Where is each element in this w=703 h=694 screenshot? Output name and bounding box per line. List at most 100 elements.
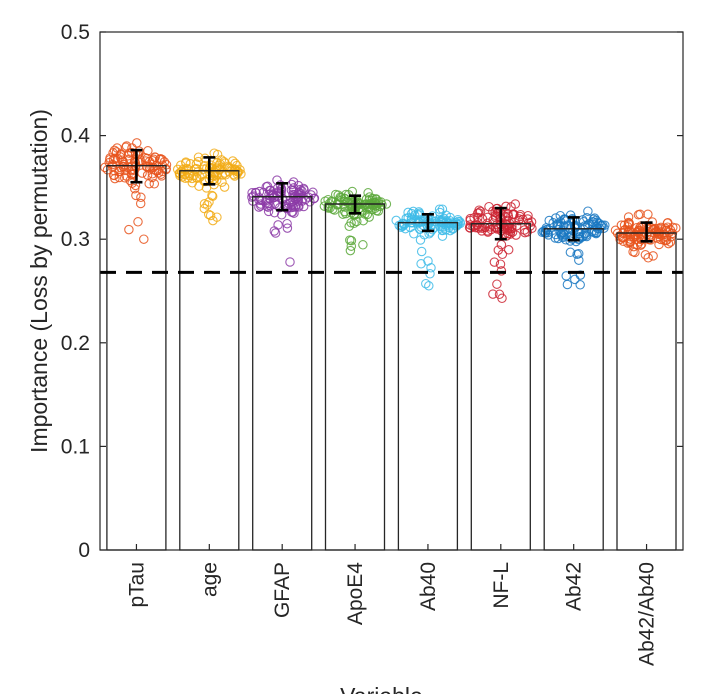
scatter-point — [437, 231, 448, 241]
scatter-point — [332, 200, 342, 210]
scatter-point — [308, 187, 318, 198]
scatter-point — [555, 210, 566, 221]
scatter-point — [180, 173, 191, 184]
scatter-point — [212, 163, 222, 173]
scatter-point — [142, 170, 153, 180]
scatter-point — [541, 224, 552, 235]
scatter-point — [285, 257, 295, 267]
scatter-point — [269, 207, 280, 218]
scatter-points — [100, 138, 681, 304]
scatter-point — [358, 240, 368, 250]
scatter-point — [149, 179, 160, 189]
scatter-point — [133, 217, 143, 227]
y-axis-ticks: 0 0.1 0.2 0.3 0.4 0.5 — [61, 21, 683, 562]
scatter-point — [596, 221, 607, 231]
scatter-point — [630, 247, 640, 258]
scatter-point — [416, 246, 427, 257]
scatter-point — [199, 203, 210, 214]
bar — [616, 232, 677, 551]
y-tick-label: 0.4 — [61, 125, 91, 148]
scatter-point — [501, 201, 511, 212]
scatter-point — [233, 167, 243, 177]
scatter-point — [449, 219, 460, 229]
scatter-point — [483, 227, 493, 237]
scatter-point — [114, 172, 125, 183]
scatter-point — [436, 220, 447, 230]
y-tick-label: 0.2 — [61, 332, 90, 355]
scatter-point — [488, 289, 498, 299]
scatter-point — [143, 146, 153, 156]
scatter-point — [275, 180, 286, 190]
scatter-point — [105, 154, 115, 165]
scatter-point — [399, 220, 409, 230]
scatter-point — [150, 152, 160, 163]
scatter-point — [339, 206, 350, 217]
bar — [106, 164, 167, 551]
scatter-point — [117, 155, 128, 165]
scatter-point — [147, 162, 157, 173]
x-tick-label: Ab42/Ab40 — [636, 562, 659, 666]
scatter-point — [264, 189, 274, 200]
scatter-point — [474, 208, 484, 218]
scatter-point — [207, 190, 217, 201]
scatter-point — [643, 253, 653, 263]
scatter-point — [309, 193, 320, 203]
scatter-point — [346, 218, 356, 228]
scatter-point — [147, 172, 157, 183]
x-tick-label: GFAP — [271, 562, 294, 618]
scatter-point — [565, 247, 576, 258]
scatter-point — [508, 210, 518, 220]
bar — [179, 170, 240, 551]
scatter-point — [561, 216, 572, 226]
scatter-point — [319, 201, 330, 211]
x-tick-label: age — [198, 562, 221, 597]
scatter-point — [412, 209, 423, 220]
scatter-point — [254, 195, 264, 205]
scatter-point — [110, 153, 120, 163]
scatter-point — [357, 206, 367, 217]
bars — [106, 164, 677, 551]
scatter-point — [116, 162, 126, 173]
scatter-point — [391, 215, 401, 226]
bar — [252, 196, 313, 551]
y-tick-label: 0.3 — [61, 228, 90, 251]
scatter-point — [119, 173, 130, 183]
x-tick-label: pTau — [125, 562, 148, 608]
scatter-point — [455, 218, 466, 229]
y-tick-label: 0 — [78, 539, 90, 562]
scatter-point — [212, 158, 222, 168]
scatter-point — [124, 224, 134, 235]
scatter-point — [409, 229, 419, 239]
scatter-point — [403, 207, 413, 218]
scatter-point — [474, 221, 484, 232]
scatter-point — [511, 221, 522, 231]
x-tick-label: Ab42 — [563, 562, 586, 611]
scatter-point — [219, 157, 229, 167]
scatter-point — [474, 205, 484, 215]
scatter-point — [194, 181, 204, 191]
scatter-point — [187, 173, 197, 184]
scatter-point — [482, 212, 493, 223]
scatter-point — [434, 204, 445, 214]
scatter-point — [436, 216, 446, 227]
scatter-point — [648, 251, 658, 261]
scatter-point — [219, 182, 230, 192]
y-tick-label: 0.5 — [61, 21, 90, 44]
scatter-point — [205, 210, 216, 221]
scatter-point — [345, 245, 356, 256]
x-tick-label: Ab40 — [417, 562, 440, 611]
scatter-point — [204, 197, 214, 207]
scatter-point — [108, 154, 119, 165]
scatter-point — [358, 205, 368, 215]
scatter-point — [556, 227, 566, 237]
scatter-point — [293, 180, 304, 191]
scatter-point — [584, 218, 594, 229]
scatter-point — [465, 220, 475, 230]
bar — [543, 228, 604, 551]
error-bars — [130, 148, 653, 243]
scatter-point — [480, 222, 490, 232]
scatter-point — [633, 210, 644, 220]
scatter-point — [522, 227, 533, 237]
scatter-point — [265, 201, 275, 211]
scatter-point — [363, 188, 373, 198]
